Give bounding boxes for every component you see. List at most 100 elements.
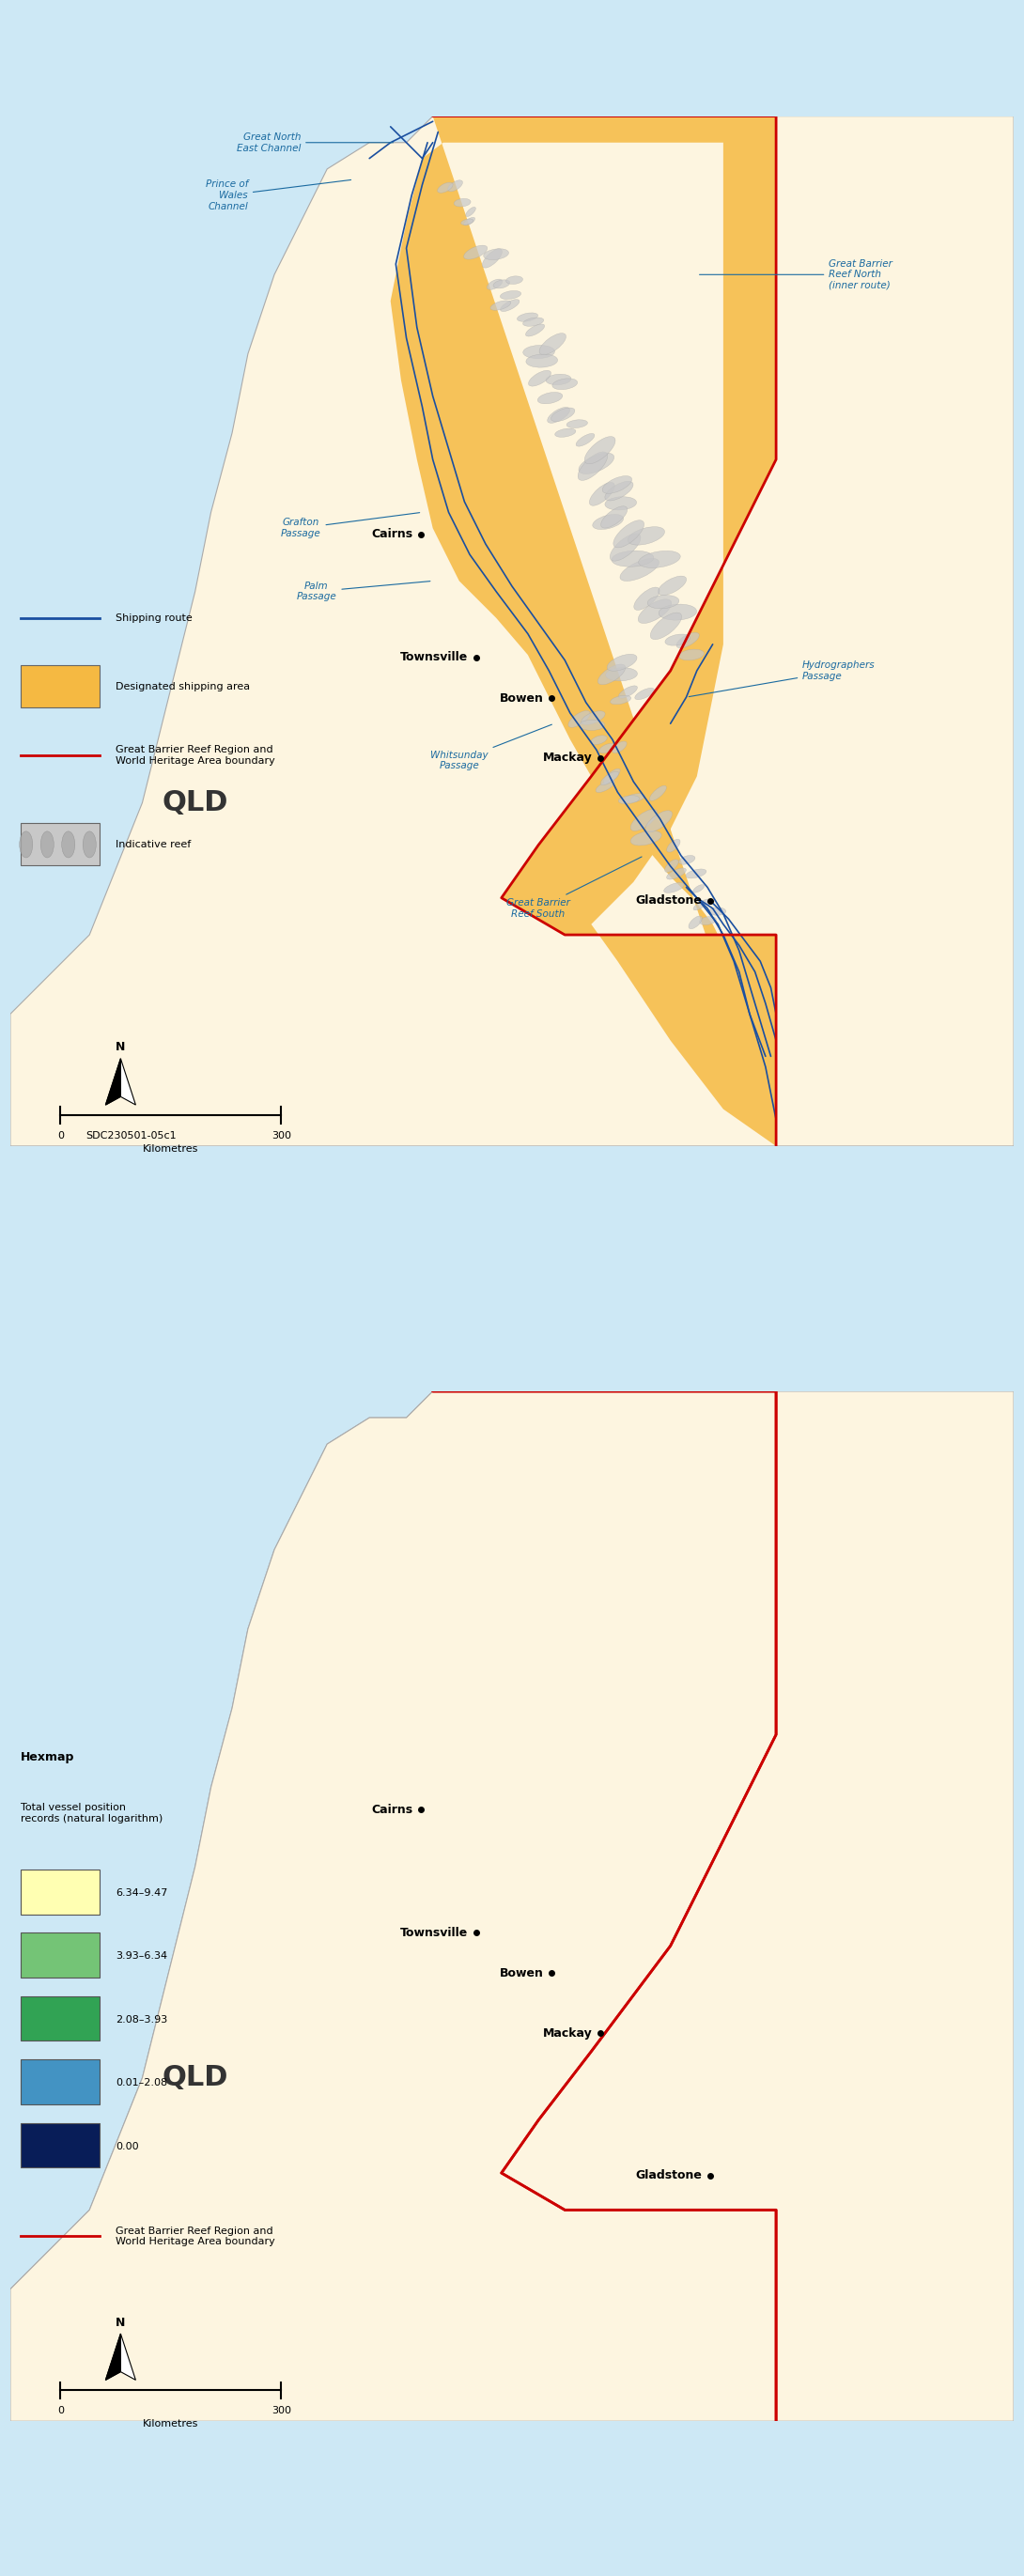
FancyBboxPatch shape — [20, 665, 100, 708]
Ellipse shape — [525, 1600, 545, 1613]
Ellipse shape — [580, 719, 604, 732]
Ellipse shape — [665, 1909, 690, 1922]
Polygon shape — [10, 1391, 1014, 2421]
Ellipse shape — [620, 559, 659, 582]
Text: Great Barrier
Reef South: Great Barrier Reef South — [507, 858, 642, 920]
Text: Cairns: Cairns — [372, 1803, 413, 1816]
Ellipse shape — [699, 917, 716, 925]
Ellipse shape — [500, 1566, 521, 1574]
Ellipse shape — [523, 345, 555, 358]
Ellipse shape — [19, 832, 33, 858]
Ellipse shape — [486, 1553, 503, 1564]
Ellipse shape — [526, 1628, 558, 1643]
Text: 300: 300 — [271, 1131, 291, 1141]
Ellipse shape — [607, 1929, 637, 1945]
Ellipse shape — [578, 1726, 607, 1757]
Ellipse shape — [665, 2136, 679, 2148]
Ellipse shape — [688, 917, 702, 930]
Ellipse shape — [599, 2020, 615, 2027]
Ellipse shape — [645, 811, 672, 832]
Ellipse shape — [598, 1940, 626, 1960]
Text: 6.34–9.47: 6.34–9.47 — [116, 1888, 168, 1899]
Ellipse shape — [575, 1708, 595, 1721]
Ellipse shape — [580, 1994, 604, 2007]
Ellipse shape — [618, 685, 637, 698]
FancyBboxPatch shape — [20, 2123, 100, 2166]
Ellipse shape — [466, 1481, 476, 1492]
Ellipse shape — [701, 899, 715, 904]
Ellipse shape — [548, 407, 569, 422]
Ellipse shape — [688, 2192, 702, 2205]
Ellipse shape — [605, 1772, 637, 1785]
Ellipse shape — [482, 1525, 502, 1543]
Ellipse shape — [585, 1710, 615, 1739]
Ellipse shape — [601, 505, 628, 528]
Ellipse shape — [612, 2017, 627, 2027]
Ellipse shape — [548, 1682, 569, 1698]
Ellipse shape — [601, 1780, 628, 1803]
Text: N: N — [116, 1041, 126, 1054]
Ellipse shape — [590, 482, 614, 505]
Ellipse shape — [437, 1458, 453, 1468]
Ellipse shape — [693, 902, 705, 909]
Ellipse shape — [466, 206, 476, 216]
Text: QLD: QLD — [162, 2063, 228, 2092]
Ellipse shape — [566, 420, 588, 428]
Ellipse shape — [607, 654, 637, 670]
Ellipse shape — [490, 1577, 511, 1584]
Ellipse shape — [601, 770, 618, 786]
Polygon shape — [105, 1059, 135, 1105]
Ellipse shape — [645, 2087, 672, 2107]
Text: SDC230501-05c2: SDC230501-05c2 — [85, 2406, 176, 2416]
Polygon shape — [105, 2334, 121, 2380]
Text: Hydrographers
Passage: Hydrographers Passage — [689, 659, 876, 696]
Ellipse shape — [639, 1826, 680, 1842]
Polygon shape — [10, 1391, 1014, 2421]
Ellipse shape — [610, 533, 641, 562]
Ellipse shape — [679, 855, 695, 866]
Text: 0: 0 — [57, 1131, 63, 1141]
Ellipse shape — [591, 734, 607, 744]
Text: Townsville: Townsville — [400, 652, 468, 665]
Ellipse shape — [579, 453, 614, 474]
Ellipse shape — [631, 2084, 657, 2107]
Ellipse shape — [582, 711, 605, 724]
Ellipse shape — [546, 1649, 571, 1659]
Ellipse shape — [647, 1870, 679, 1883]
Ellipse shape — [555, 428, 575, 438]
Ellipse shape — [454, 198, 471, 206]
Ellipse shape — [701, 2174, 715, 2179]
Ellipse shape — [540, 1607, 566, 1631]
Ellipse shape — [540, 332, 566, 355]
Ellipse shape — [538, 1667, 562, 1680]
Text: 0.01–2.08: 0.01–2.08 — [116, 2079, 168, 2089]
Ellipse shape — [628, 526, 665, 546]
Ellipse shape — [482, 250, 502, 268]
Ellipse shape — [596, 781, 614, 793]
Ellipse shape — [606, 667, 637, 680]
Text: Gladstone: Gladstone — [636, 894, 702, 907]
Ellipse shape — [605, 1757, 633, 1775]
Ellipse shape — [658, 605, 696, 621]
Ellipse shape — [447, 180, 463, 191]
Ellipse shape — [602, 1752, 632, 1770]
Ellipse shape — [598, 665, 626, 685]
Ellipse shape — [709, 907, 726, 914]
Ellipse shape — [555, 1703, 575, 1713]
Ellipse shape — [605, 482, 633, 500]
Ellipse shape — [526, 353, 558, 368]
Ellipse shape — [664, 884, 684, 894]
Polygon shape — [105, 1059, 121, 1105]
Ellipse shape — [523, 317, 544, 327]
Ellipse shape — [624, 2069, 645, 2079]
Ellipse shape — [599, 744, 615, 752]
Ellipse shape — [538, 392, 562, 404]
FancyBboxPatch shape — [20, 1870, 100, 1914]
Ellipse shape — [566, 1695, 588, 1703]
Ellipse shape — [494, 281, 510, 289]
Ellipse shape — [591, 2009, 607, 2020]
Ellipse shape — [693, 2177, 705, 2184]
Ellipse shape — [590, 1757, 614, 1780]
Ellipse shape — [612, 742, 627, 752]
Ellipse shape — [582, 1986, 605, 1999]
